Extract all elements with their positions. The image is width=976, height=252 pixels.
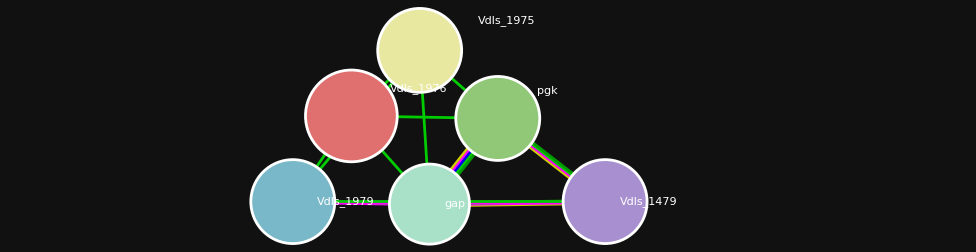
Ellipse shape (456, 76, 540, 161)
Ellipse shape (563, 160, 647, 244)
Ellipse shape (389, 164, 469, 244)
Text: gap: gap (444, 199, 466, 209)
Text: pgk: pgk (537, 86, 557, 96)
Ellipse shape (251, 160, 335, 244)
Text: Vdls_1976: Vdls_1976 (390, 83, 448, 94)
Ellipse shape (305, 70, 397, 162)
Text: Vdls_1979: Vdls_1979 (317, 196, 375, 207)
Text: Vdls_1975: Vdls_1975 (478, 15, 536, 26)
Text: Vdls_1479: Vdls_1479 (620, 196, 677, 207)
Ellipse shape (378, 8, 462, 92)
